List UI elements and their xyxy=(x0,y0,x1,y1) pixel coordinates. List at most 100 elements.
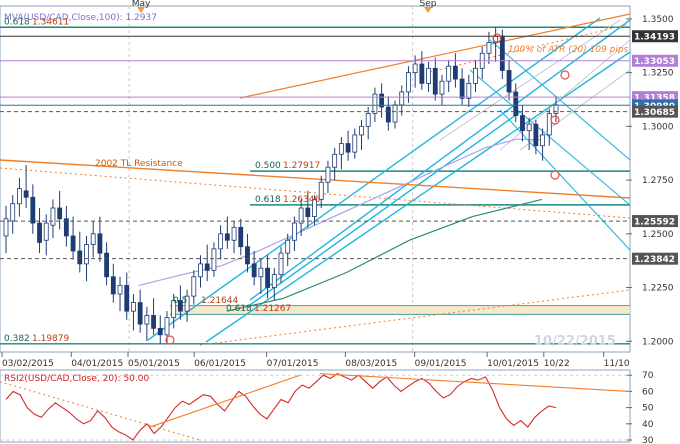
candle-body xyxy=(271,274,277,288)
candle-body xyxy=(211,248,217,271)
candle-body xyxy=(412,63,418,74)
tl-resistance-line xyxy=(0,159,631,199)
guide-line xyxy=(439,19,621,141)
candle-body xyxy=(305,207,311,218)
descending-channel-line xyxy=(489,39,631,161)
x-tick-label: 03/02/2015 xyxy=(2,359,54,369)
candle-body xyxy=(198,263,203,278)
pivot-circle-icon xyxy=(560,70,570,80)
rsi-panel xyxy=(0,369,631,443)
price-level-label: 1.25592 xyxy=(634,218,675,228)
candle-body xyxy=(526,123,532,132)
upper-trend-line xyxy=(239,13,631,99)
candle-body xyxy=(372,93,378,114)
rsi-y-tick-label: 40 xyxy=(642,420,654,430)
fib-value-label: 1.21267 xyxy=(254,304,291,314)
candle-body xyxy=(419,63,425,84)
fib-value-label: 1.21644 xyxy=(201,296,238,306)
candle-body xyxy=(466,82,472,99)
price-level-tag xyxy=(632,252,678,265)
rsi-y-tick-label: 60 xyxy=(642,387,654,397)
candle-body xyxy=(506,70,512,93)
indicator-label: MVA(USD/CAD,Close,100): 1.2937 xyxy=(4,13,157,23)
month-marker-may-icon xyxy=(137,7,145,13)
pitchfork-line xyxy=(147,17,601,341)
fib-value-label: 1.27917 xyxy=(283,161,320,171)
rsi-y-tick-label: 50 xyxy=(642,404,654,414)
candle-body xyxy=(285,239,291,254)
descending-channel-line xyxy=(469,69,631,206)
x-tick-label: 05/01/2015 xyxy=(128,359,180,369)
candle-body xyxy=(97,233,103,254)
candle-body xyxy=(117,284,123,295)
price-level-tag xyxy=(632,30,678,43)
guide-line xyxy=(519,69,631,151)
candle-body xyxy=(3,218,9,237)
tl-resistance-label: 2002 TL Resistance xyxy=(95,159,183,169)
candle-body xyxy=(23,190,29,198)
candle-body xyxy=(157,327,163,336)
candle-body xyxy=(406,72,411,93)
price-level-label: 1.30685 xyxy=(634,108,675,118)
candle-body xyxy=(499,35,505,71)
candle-body xyxy=(77,250,83,265)
x-tick-label: 06/01/2015 xyxy=(194,359,246,369)
rsi-y-tick-label: 30 xyxy=(642,436,654,444)
candle-body xyxy=(164,317,170,336)
x-axis-ticks: 03/02/2015 04/01/2015 05/01/2015 06/01/2015… xyxy=(1,352,630,369)
fib-ratio-label: 0.618 xyxy=(4,17,30,27)
candle-body xyxy=(439,80,445,95)
candle-body xyxy=(171,300,177,319)
candle-body xyxy=(151,315,156,329)
trend-lines xyxy=(0,13,631,346)
rsi-title: RSI2(USD/CAD,Close, 20): 50.00 xyxy=(4,374,149,384)
candle-body xyxy=(251,263,257,278)
candle-body xyxy=(238,226,244,248)
y-tick-label: 1.3500 xyxy=(642,15,674,25)
x-tick-label: 11/10 xyxy=(604,359,630,369)
price-level-label: 1.23842 xyxy=(634,255,675,265)
candle-body xyxy=(17,188,22,205)
x-tick-label: 10/22 xyxy=(544,359,570,369)
candle-body xyxy=(37,222,42,243)
candle-body xyxy=(446,65,452,82)
candle-body xyxy=(10,203,16,222)
price-level-tag xyxy=(632,54,678,67)
pivot-circle-icon xyxy=(492,33,502,43)
candle-body xyxy=(265,267,270,288)
candle-body xyxy=(191,276,197,297)
candle-body xyxy=(70,235,76,252)
fib-value-label: 1.19879 xyxy=(32,334,69,344)
candle-body xyxy=(352,134,358,153)
month-marker-sep-icon xyxy=(424,7,432,13)
candle-body xyxy=(177,300,183,312)
candle-body xyxy=(231,226,237,241)
candle-body xyxy=(338,143,344,155)
pitchfork-line xyxy=(249,19,631,301)
tl-resistance-dotted xyxy=(0,167,631,219)
x-tick-label: 10/01/2015 xyxy=(487,359,539,369)
pitchfork-line xyxy=(205,51,631,343)
guide-line xyxy=(499,39,631,151)
y-tick-label: 1.2000 xyxy=(642,337,674,347)
candle-body xyxy=(104,252,110,278)
y-tick-label: 1.2250 xyxy=(642,284,674,294)
rsi-trend-line xyxy=(149,374,301,428)
candle-body xyxy=(392,104,398,123)
candle-body xyxy=(43,222,49,241)
y-tick-label: 1.3250 xyxy=(642,69,674,79)
candle-body xyxy=(278,252,284,276)
price-level-tag xyxy=(632,215,678,228)
candle-body xyxy=(332,153,338,168)
candle-body xyxy=(63,218,69,237)
y-tick-label: 1.3000 xyxy=(642,122,674,132)
candle-body xyxy=(124,284,130,312)
candle-body xyxy=(204,263,210,271)
candle-body xyxy=(137,302,143,325)
candle-body xyxy=(298,207,304,224)
price-markers: 1.341931.330531.313581.309801.306851.255… xyxy=(0,30,678,265)
candle-body xyxy=(131,302,136,312)
rsi-series: 70 60 50 40 30 xyxy=(0,371,654,444)
candle-body xyxy=(110,276,116,295)
